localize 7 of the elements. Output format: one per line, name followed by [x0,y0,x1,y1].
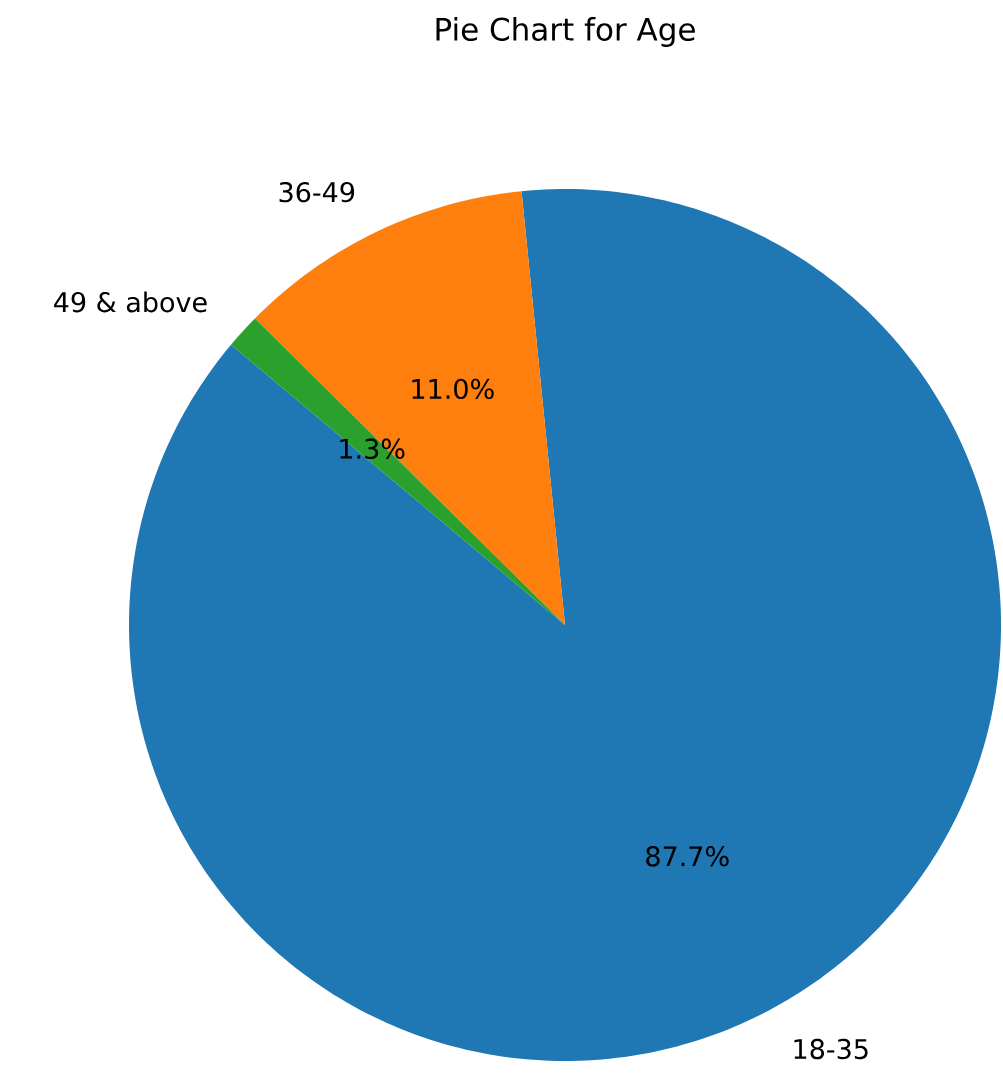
data-label: 87.7% [646,846,729,867]
data-label: 11.0% [412,378,494,400]
chart-title: Pie Chart for Age [436,16,695,47]
slice-label: 18-35 [794,1038,868,1060]
data-label: 1.3% [340,438,405,459]
slice-label: 49 & above [54,291,207,313]
slice-label: 36-49 [279,181,355,203]
